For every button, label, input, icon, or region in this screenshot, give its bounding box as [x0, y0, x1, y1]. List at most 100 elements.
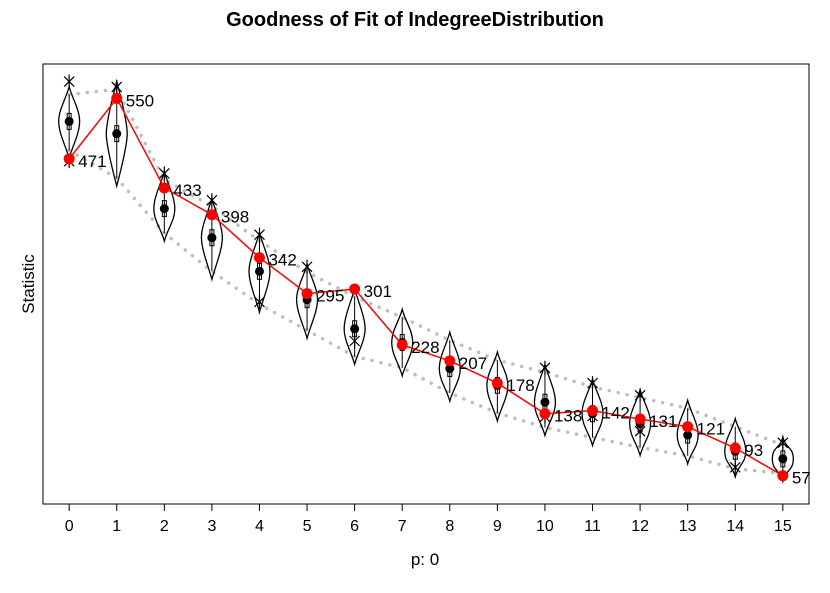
- simulated-mean-point: [540, 397, 550, 407]
- simulated-mean-point: [778, 454, 788, 464]
- outlier-high-marker: [587, 376, 598, 391]
- observed-point-12: [634, 413, 646, 425]
- simulated-mean-point: [254, 266, 264, 276]
- x-tick-label-5: 5: [303, 518, 312, 535]
- x-tick-label-8: 8: [445, 518, 454, 535]
- band-line-q05: [67, 87, 785, 447]
- observed-series: 471 550 433 398 342 295 301 228 207 178 138 142 131 1…: [63, 91, 811, 488]
- x-axis: 0 1 2 3 4 5 6 7 8 9 10 11 12 13 14 15: [65, 504, 792, 535]
- x-tick-label-14: 14: [726, 518, 744, 535]
- violin-outline: [248, 230, 271, 315]
- violin-outline: [153, 168, 176, 244]
- x-tick-label-12: 12: [631, 518, 649, 535]
- x-axis-label: p: 0: [411, 550, 439, 569]
- simulated-mean-point: [159, 204, 169, 214]
- violin-3: [200, 193, 224, 282]
- observed-value-label-0: 471: [78, 152, 106, 171]
- violin-outline: [628, 387, 652, 458]
- observed-value-label-15: 57: [792, 469, 811, 488]
- observed-point-3: [206, 209, 218, 221]
- simulated-violins: [58, 74, 794, 484]
- observed-value-label-5: 295: [316, 287, 344, 306]
- observed-value-label-13: 121: [697, 420, 725, 439]
- observed-value-label-6: 301: [364, 282, 392, 301]
- observed-point-11: [587, 405, 599, 417]
- observed-point-14: [729, 442, 741, 454]
- outlier-high-marker: [158, 166, 170, 181]
- outlier-high-marker: [63, 74, 75, 89]
- outlier-low-marker: [634, 424, 646, 439]
- outlier-high-marker: [206, 193, 218, 208]
- x-tick-label-2: 2: [160, 518, 169, 535]
- x-tick-label-11: 11: [584, 518, 601, 535]
- observed-value-label-4: 342: [268, 251, 296, 270]
- observed-value-label-2: 433: [173, 181, 201, 200]
- simulated-mean-point: [207, 233, 217, 243]
- violin-outline: [343, 286, 366, 367]
- simulated-mean-point: [350, 324, 360, 334]
- violin-outline: [724, 416, 747, 480]
- outlier-high-marker: [254, 227, 265, 242]
- observed-point-9: [491, 377, 503, 389]
- observed-line: [68, 97, 784, 477]
- observed-point-2: [158, 182, 170, 194]
- observed-point-1: [111, 92, 123, 104]
- x-tick-label-6: 6: [350, 518, 359, 535]
- observed-point-10: [539, 408, 551, 420]
- outlier-high-marker: [539, 360, 551, 375]
- observed-value-label-11: 142: [602, 404, 630, 423]
- simulated-mean-point: [445, 364, 455, 374]
- observed-value-label-14: 93: [744, 441, 763, 460]
- x-tick-label-10: 10: [536, 518, 554, 535]
- x-tick-label-7: 7: [398, 518, 407, 535]
- outlier-high-marker: [777, 435, 789, 450]
- x-tick-label-3: 3: [207, 518, 216, 535]
- outlier-low-marker: [729, 460, 741, 475]
- observed-value-label-8: 207: [459, 354, 487, 373]
- simulated-mean-point: [683, 430, 693, 440]
- violin-outline: [391, 306, 414, 379]
- violin-1: [105, 78, 128, 189]
- observed-point-8: [444, 355, 456, 367]
- observed-value-label-9: 178: [506, 376, 534, 395]
- observed-value-label-10: 138: [554, 407, 582, 426]
- outlier-low-marker: [254, 294, 265, 309]
- observed-point-6: [349, 283, 361, 295]
- x-tick-label-1: 1: [112, 518, 121, 535]
- observed-value-label-3: 398: [221, 208, 249, 227]
- violin-8: [438, 329, 461, 404]
- outlier-low-marker: [349, 334, 361, 349]
- violin-2: [153, 166, 176, 244]
- violin-10: [533, 360, 557, 439]
- violin-outline: [295, 261, 319, 341]
- observed-point-0: [63, 153, 75, 165]
- violin-outline: [486, 349, 509, 424]
- observed-value-label-12: 131: [649, 412, 677, 431]
- violin-outline: [105, 78, 128, 189]
- observed-point-7: [396, 339, 408, 351]
- plot-frame: [42, 63, 810, 505]
- x-tick-label-9: 9: [493, 518, 502, 535]
- violin-outline: [581, 376, 604, 448]
- violin-outline: [200, 195, 224, 282]
- x-tick-label-4: 4: [255, 518, 264, 535]
- y-axis-label: Statistic: [19, 254, 38, 314]
- observed-point-4: [253, 252, 265, 264]
- observed-point-13: [682, 421, 694, 433]
- x-tick-label-0: 0: [65, 518, 74, 535]
- x-tick-label-15: 15: [774, 518, 792, 535]
- simulated-quantile-band: [67, 87, 785, 476]
- observed-point-5: [301, 288, 313, 300]
- outlier-high-marker: [301, 259, 313, 274]
- x-tick-label-13: 13: [679, 518, 697, 535]
- violin-4: [248, 227, 271, 315]
- violin-6: [343, 286, 366, 367]
- observed-point-15: [777, 470, 789, 482]
- observed-value-label-1: 550: [126, 91, 154, 110]
- violin-outline: [771, 434, 794, 484]
- chart-title: Goodness of Fit of IndegreeDistribution: [226, 9, 604, 31]
- simulated-mean-point: [64, 116, 74, 126]
- violin-15: [771, 434, 794, 484]
